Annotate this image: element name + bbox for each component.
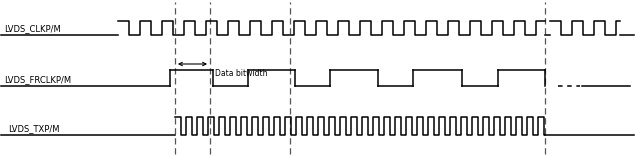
Text: LVDS_FRCLKP/M: LVDS_FRCLKP/M bbox=[4, 75, 71, 84]
Text: LVDS_CLKP/M: LVDS_CLKP/M bbox=[4, 24, 61, 33]
Text: Data bitwidth: Data bitwidth bbox=[215, 69, 267, 78]
Text: LVDS_TXP/M: LVDS_TXP/M bbox=[8, 124, 60, 133]
